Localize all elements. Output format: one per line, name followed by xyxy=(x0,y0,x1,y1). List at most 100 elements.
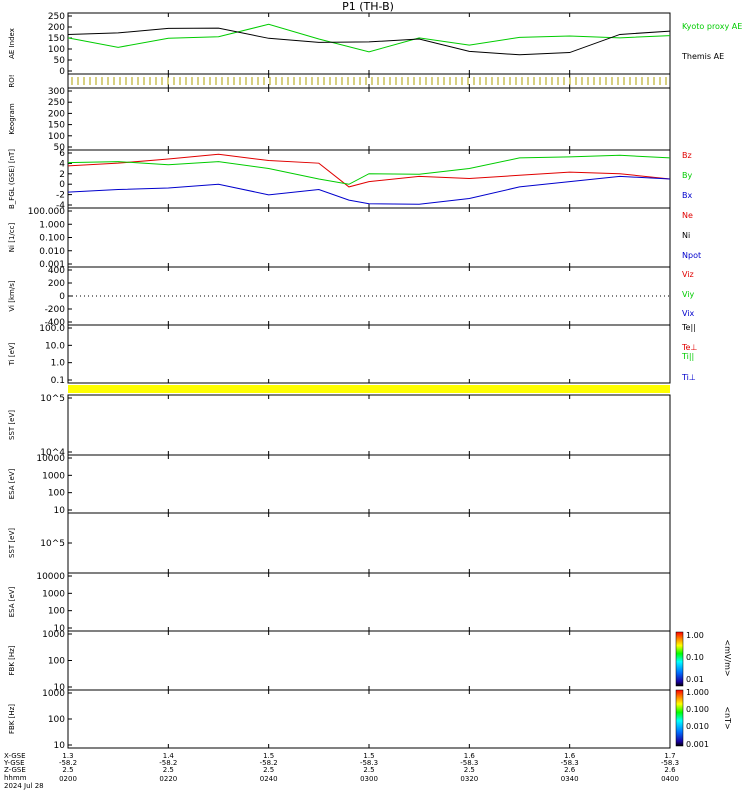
panel-4-ytick-0: 100.000 xyxy=(28,207,65,217)
panel-4-ytick-4: 0.001 xyxy=(39,260,65,270)
panels-group: AE Index250200150100500RO!Keogram3002502… xyxy=(8,12,742,783)
panel-11-ytick-2: 10 xyxy=(54,683,66,693)
bfield-legend-0: Bz xyxy=(682,151,692,160)
x-row-label-hhmm: hhmm xyxy=(4,774,27,782)
vi-legend-1: Viy xyxy=(682,290,695,299)
colorbar-bfield: 1.000 0.100 0.010 0.001 <nT> xyxy=(675,688,732,749)
xtick-z-5: 2.6 xyxy=(564,766,576,774)
xtick-x-3: 1.5 xyxy=(363,752,374,760)
xtick-z-2: 2.5 xyxy=(263,766,274,774)
xtick-y-5: -58.3 xyxy=(561,759,579,767)
panel-2-ylabel: Keogram xyxy=(8,103,16,134)
panel-6-ytick-3: 0.1 xyxy=(51,376,65,386)
colorbar-efield-label: <mV/m> xyxy=(723,639,732,676)
x-axis-annotation: X-GSE Y-GSE Z-GSE hhmm 2024 Jul 28 xyxy=(3,752,44,790)
xtick-y-4: -58.3 xyxy=(460,759,478,767)
panel-12: FBK [Hz] 1000 100 10 xyxy=(8,689,671,751)
ni-legend-0: Ne xyxy=(682,211,693,220)
xtick-hhmm-6: 0400 xyxy=(661,775,679,783)
vi-legend-0: Viz xyxy=(682,270,694,279)
xtick-y-2: -58.2 xyxy=(260,759,278,767)
ti-legend-2: Ti|| xyxy=(681,352,694,361)
panel-6-ytick-2: 1.0 xyxy=(51,359,66,369)
bfield-legend-2: Bx xyxy=(682,191,692,200)
xtick-y-3: -58.3 xyxy=(360,759,378,767)
panel-3-ytick-5: -4 xyxy=(56,201,65,211)
panel-5-ytick-4: -400 xyxy=(45,318,66,328)
ae-series-1 xyxy=(67,27,671,56)
panel-8-ytick-3: 10 xyxy=(54,506,66,516)
panel-4-ylabel: Ni [1/cc] xyxy=(8,223,16,253)
panel-8-ylabel: ESA [eV] xyxy=(8,468,16,499)
panel-12-ylabel: FBK [Hz] xyxy=(8,704,16,734)
xtick-hhmm-3: 0300 xyxy=(360,775,378,783)
xtick-z-4: 2.5 xyxy=(464,766,475,774)
ae-legend-1: Themis AE xyxy=(681,52,724,61)
panel-0-ytick-5: 0 xyxy=(59,67,65,77)
ae-series-0 xyxy=(67,23,671,53)
panel-12-ytick-0: 1000 xyxy=(42,689,65,699)
colorbar-efield-tick-1: 0.10 xyxy=(686,653,704,662)
panel-5-ytick-0: 400 xyxy=(48,266,65,276)
xtick-z-3: 2.5 xyxy=(363,766,374,774)
panel-0-ytick-0: 250 xyxy=(48,12,65,22)
colorbar-efield: 1.00 0.10 0.01 <mV/m> xyxy=(675,631,732,687)
panel-12-ytick-1: 100 xyxy=(48,715,65,725)
panel-7-ytick-0: 10^5 xyxy=(40,394,65,404)
colorbar-bfield-tick-2: 0.010 xyxy=(686,722,709,731)
panel-11-ytick-1: 100 xyxy=(48,657,65,667)
ae-legend-0: Kyoto proxy AE xyxy=(682,22,742,31)
panel-11-ytick-0: 1000 xyxy=(42,630,65,640)
panel-7-ylabel: SST [eV] xyxy=(8,410,16,440)
plot-title: P1 (TH-B) xyxy=(342,0,394,13)
vi-legend-2: Vix xyxy=(682,309,695,318)
xtick-x-2: 1.5 xyxy=(263,752,274,760)
xtick-hhmm-2: 0240 xyxy=(260,775,278,783)
xtick-y-1: -58.2 xyxy=(159,759,177,767)
colorbar-bfield-gradient xyxy=(675,689,684,747)
panel-4-ytick-2: 0.100 xyxy=(39,234,65,244)
xtick-y-6: -58.3 xyxy=(661,759,679,767)
panel-0-ytick-2: 150 xyxy=(48,34,65,44)
panel-9-ylabel: SST [eV] xyxy=(8,528,16,558)
panel-2-ytick-1: 250 xyxy=(48,98,65,108)
panel-2-ytick-5: 50 xyxy=(54,143,66,153)
ni-legend-1: Ni xyxy=(682,231,690,240)
ti-legend-1: Te⊥ xyxy=(681,343,697,352)
xtick-z-6: 2.6 xyxy=(664,766,676,774)
panel-5-ytick-1: 200 xyxy=(48,279,65,289)
panel-6-ylabel: Ti [eV] xyxy=(8,342,16,366)
bfield-series-0 xyxy=(67,153,671,188)
panel-11-ylabel: FBK [Hz] xyxy=(8,645,16,675)
panel-2-ytick-0: 300 xyxy=(48,87,65,97)
x-row-label-z: Z-GSE xyxy=(4,766,26,774)
colorbar-bfield-tick-3: 0.001 xyxy=(686,740,709,749)
xtick-hhmm-0: 0200 xyxy=(59,775,77,783)
panel-5-ylabel: Vi [km/s] xyxy=(8,280,16,311)
colorbar-bfield-label: <nT> xyxy=(723,706,732,729)
panel-0-ytick-1: 200 xyxy=(48,23,65,33)
panel-10-ytick-2: 100 xyxy=(48,607,65,617)
panel-7-ytick-1: 10^4 xyxy=(40,448,65,458)
colorbar-efield-tick-0: 1.00 xyxy=(686,631,704,640)
panel-9-ytick-0: 10^5 xyxy=(40,539,65,549)
panel-3-ytick-0: 6 xyxy=(59,149,65,159)
panel-6-ytick-0: 100.0 xyxy=(39,324,65,334)
ni-legend-2: Npot xyxy=(682,251,701,260)
panel-12-ytick-2: 10 xyxy=(54,741,66,751)
xtick-hhmm-1: 0220 xyxy=(159,775,177,783)
panel-3-ytick-2: 2 xyxy=(59,170,65,180)
xtick-z-0: 2.5 xyxy=(62,766,73,774)
ti-legend-3: Ti⊥ xyxy=(681,373,696,382)
panel-10-ytick-3: 10 xyxy=(54,624,66,634)
panel-0-ytick-3: 100 xyxy=(48,45,65,55)
bfield-series-2 xyxy=(67,175,671,205)
panel-3-ytick-3: 0 xyxy=(59,180,65,190)
panel-3-ytick-1: 4 xyxy=(59,159,65,169)
panel-5-ytick-3: -200 xyxy=(45,305,66,315)
date-label: 2024 Jul 28 xyxy=(4,782,44,790)
panel-2-ytick-3: 150 xyxy=(48,121,65,131)
